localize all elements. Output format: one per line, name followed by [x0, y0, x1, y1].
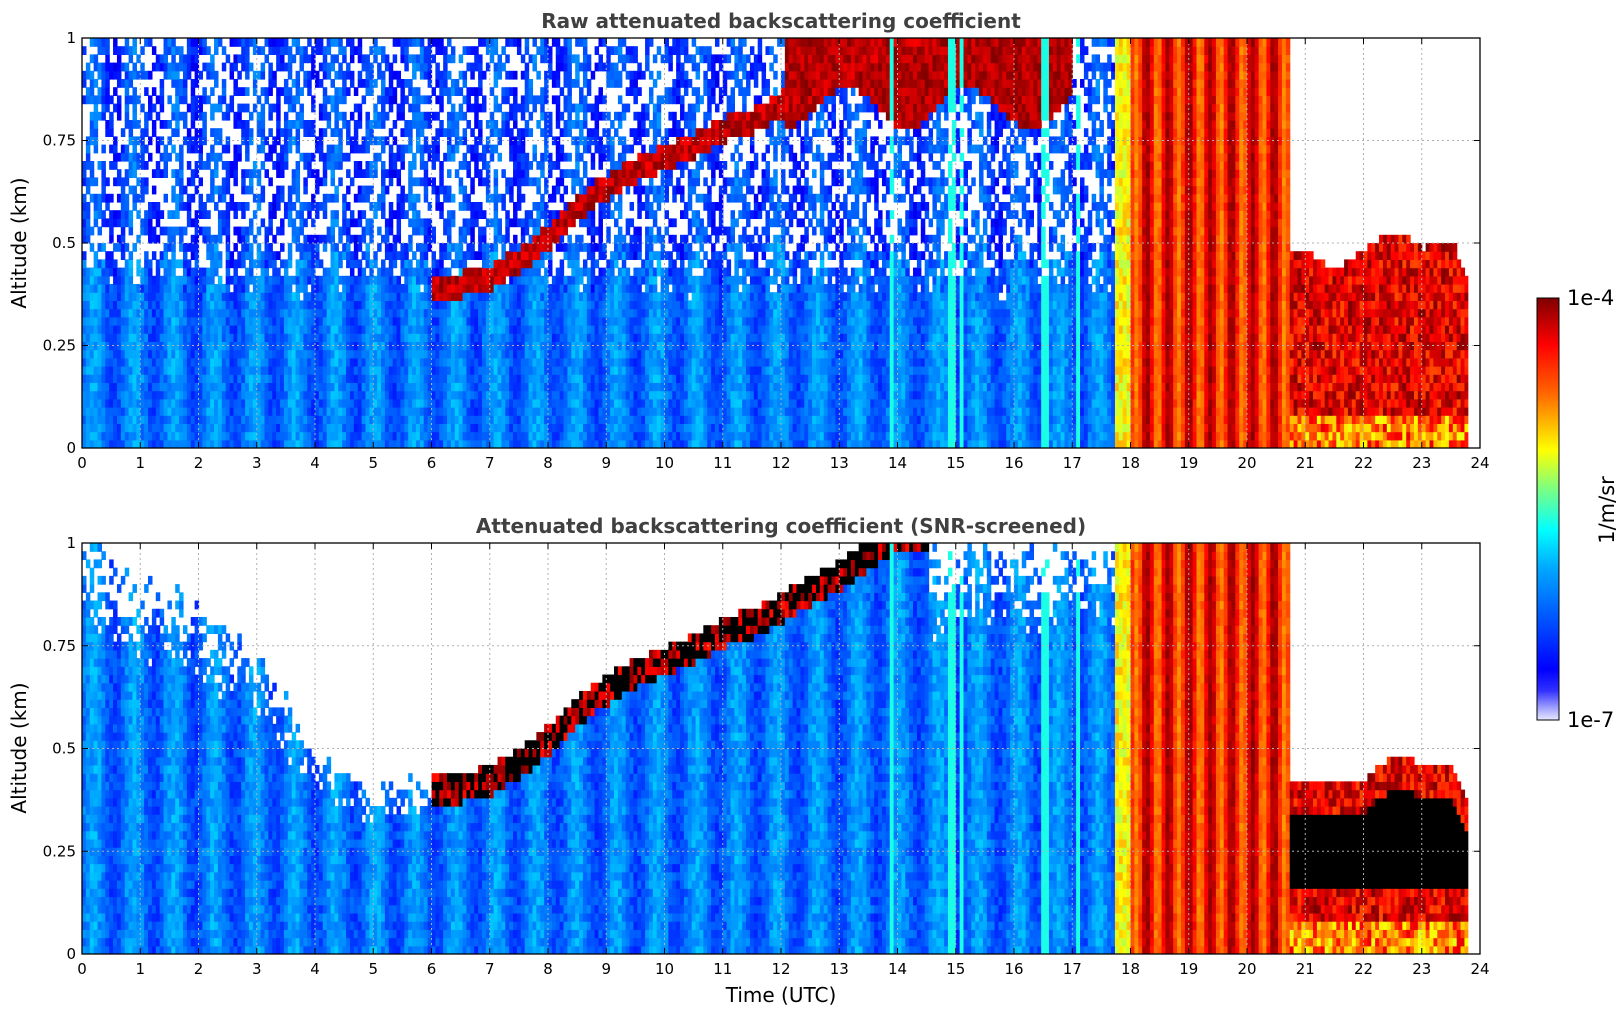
x-tick-label: 22	[1354, 960, 1373, 978]
y-tick-label: 1	[66, 534, 76, 552]
top-panel-ticks: 0 1 2 3 4 5 6 7 8 9 10 11 12 13 14 15 16 17 18 19 20 21 22 23 24…	[43, 29, 1490, 472]
top-panel-title: Raw attenuated backscattering coefficien…	[541, 9, 1021, 33]
x-tick-label: 0	[77, 454, 87, 472]
heatmap-cells	[82, 38, 1469, 448]
x-tick-label: 8	[543, 960, 553, 978]
x-tick-label: 6	[427, 960, 437, 978]
x-tick-label: 2	[194, 454, 204, 472]
x-tick-label: 8	[543, 454, 553, 472]
x-tick-label: 21	[1296, 454, 1315, 472]
x-tick-label: 15	[946, 960, 965, 978]
x-tick-label: 11	[713, 960, 732, 978]
x-tick-label: 5	[368, 960, 378, 978]
colorbar	[1536, 297, 1560, 721]
x-tick-label: 6	[427, 454, 437, 472]
x-tick-label: 16	[1004, 454, 1023, 472]
colorbar-label: 1/m/sr	[1595, 476, 1619, 544]
x-tick-label: 17	[1063, 960, 1082, 978]
x-tick-label: 24	[1470, 960, 1489, 978]
x-tick-label: 21	[1296, 960, 1315, 978]
x-tick-label: 14	[888, 960, 907, 978]
x-tick-label: 10	[655, 454, 674, 472]
x-tick-label: 12	[771, 960, 790, 978]
x-tick-label: 11	[713, 454, 732, 472]
x-tick-label: 13	[830, 454, 849, 472]
x-tick-label: 0	[77, 960, 87, 978]
x-tick-label: 18	[1121, 960, 1140, 978]
y-tick-label: 0	[66, 439, 76, 457]
bottom-panel-gridlines	[82, 543, 1480, 954]
x-tick-label: 7	[485, 960, 495, 978]
bottom-panel-ylabel: Altitude (km)	[7, 682, 31, 813]
x-tick-label: 19	[1179, 960, 1198, 978]
x-tick-label: 23	[1412, 960, 1431, 978]
x-tick-label: 22	[1354, 454, 1373, 472]
y-tick-label: 0.25	[43, 842, 76, 860]
x-tick-label: 23	[1412, 454, 1431, 472]
x-tick-label: 9	[601, 960, 611, 978]
y-tick-label: 0.25	[43, 337, 76, 355]
x-tick-label: 3	[252, 960, 262, 978]
y-tick-label: 0.75	[43, 132, 76, 150]
x-tick-label: 5	[368, 454, 378, 472]
x-tick-label: 7	[485, 454, 495, 472]
heatmap-cells	[82, 543, 1469, 954]
x-tick-label: 14	[888, 454, 907, 472]
colorbar-max-label: 1e-4	[1567, 286, 1614, 310]
bottom-panel-title: Attenuated backscattering coefficient (S…	[476, 514, 1086, 538]
x-tick-label: 4	[310, 454, 320, 472]
top-panel-ylabel: Altitude (km)	[7, 177, 31, 308]
bottom-panel-xlabel: Time (UTC)	[725, 983, 837, 1007]
x-tick-label: 17	[1063, 454, 1082, 472]
x-tick-label: 16	[1004, 960, 1023, 978]
x-tick-label: 4	[310, 960, 320, 978]
x-tick-label: 18	[1121, 454, 1140, 472]
y-tick-label: 0.75	[43, 637, 76, 655]
x-tick-label: 12	[771, 454, 790, 472]
x-tick-label: 10	[655, 960, 674, 978]
x-tick-label: 3	[252, 454, 262, 472]
bottom-panel-ticks: 0 1 2 3 4 5 6 7 8 9 10 11 12 13 14 15 16 17 18 19 20 21 22 23 24…	[43, 534, 1490, 978]
x-tick-label: 2	[194, 960, 204, 978]
y-tick-label: 0.5	[52, 740, 76, 758]
top-panel-gridlines	[82, 38, 1480, 448]
x-tick-label: 13	[830, 960, 849, 978]
x-tick-label: 1	[135, 454, 145, 472]
x-tick-label: 9	[601, 454, 611, 472]
x-tick-label: 24	[1470, 454, 1489, 472]
y-tick-label: 1	[66, 29, 76, 47]
x-tick-label: 1	[135, 960, 145, 978]
x-tick-label: 20	[1237, 454, 1256, 472]
x-tick-label: 20	[1237, 960, 1256, 978]
x-tick-label: 15	[946, 454, 965, 472]
top-panel-plot	[82, 38, 1480, 448]
colorbar-min-label: 1e-7	[1567, 708, 1614, 732]
y-tick-label: 0	[66, 945, 76, 963]
x-tick-label: 19	[1179, 454, 1198, 472]
y-tick-label: 0.5	[52, 234, 76, 252]
